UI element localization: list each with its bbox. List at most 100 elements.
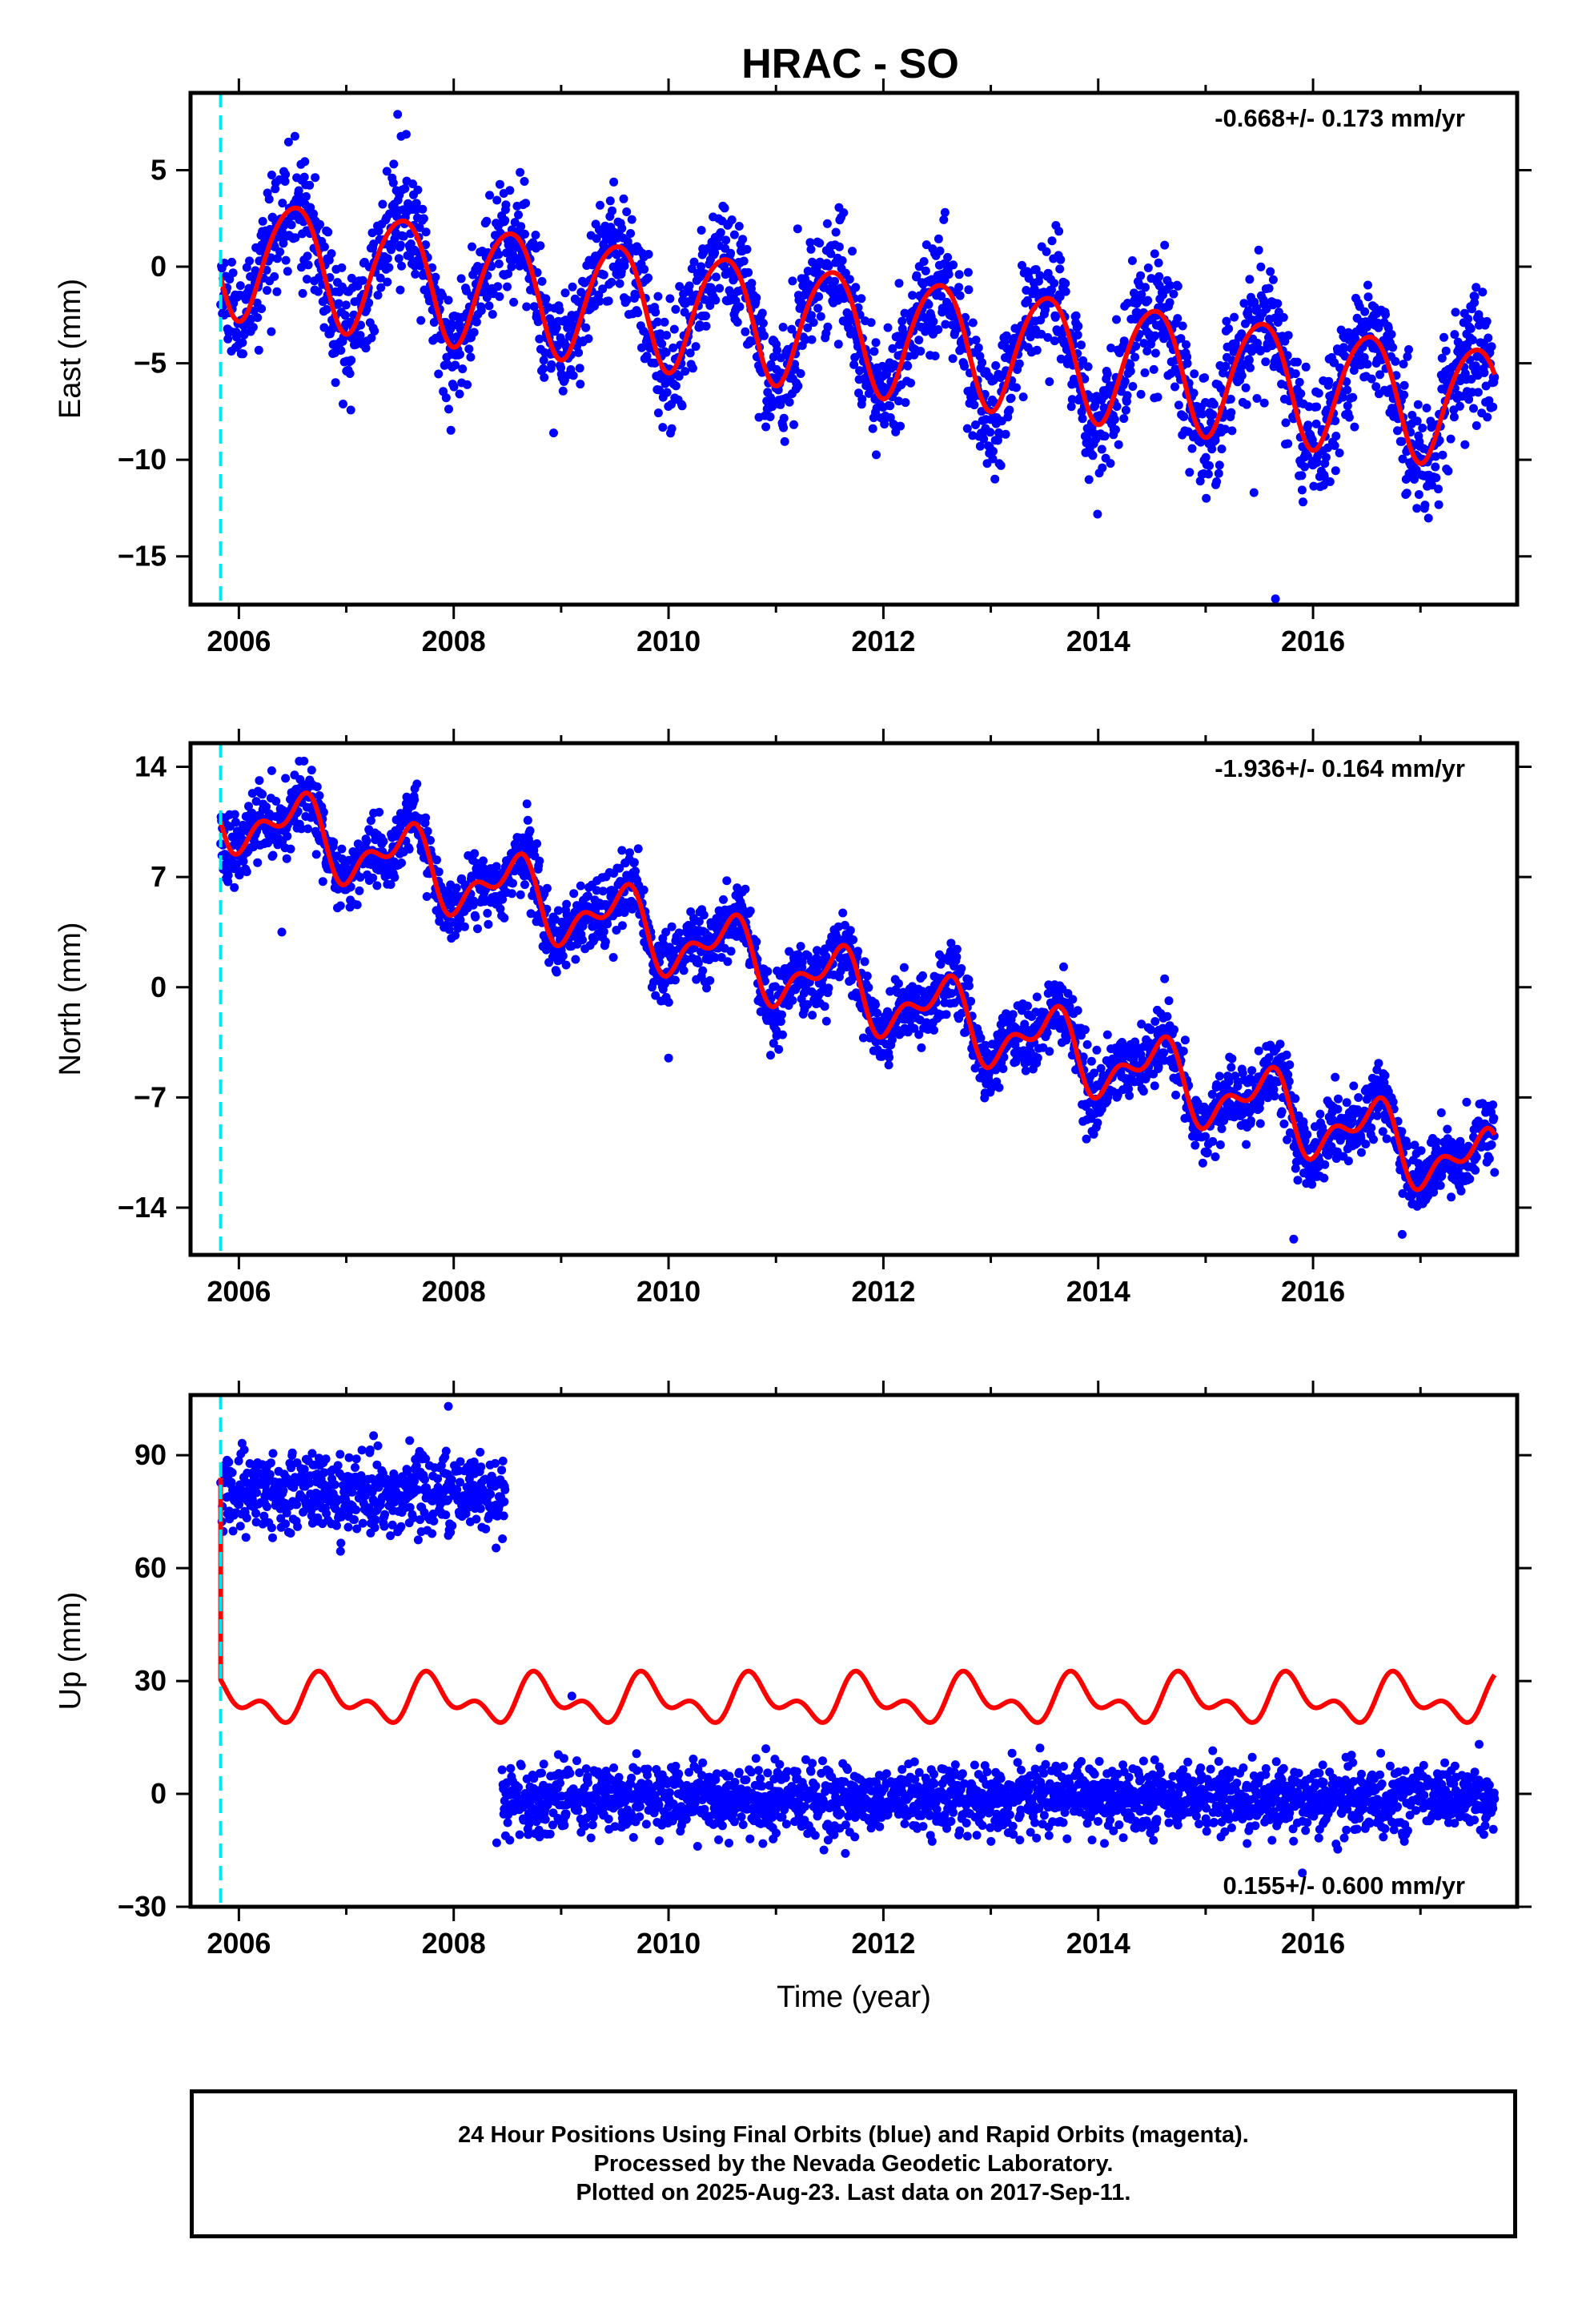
east-point	[520, 229, 529, 239]
east-point	[1418, 424, 1427, 432]
north-point	[1089, 1129, 1098, 1139]
north-point	[871, 1000, 880, 1010]
north-point	[230, 810, 239, 819]
east-point	[934, 234, 943, 243]
east-point	[412, 205, 421, 215]
east-point	[598, 284, 608, 294]
east-point	[851, 283, 861, 292]
north-point	[422, 892, 432, 901]
east-point	[297, 263, 306, 272]
east-point	[640, 264, 649, 274]
east-point	[1042, 247, 1051, 256]
east-point	[1398, 454, 1407, 464]
north-point	[699, 911, 709, 920]
north-point	[421, 813, 431, 822]
east-point	[228, 268, 238, 278]
north-point	[838, 908, 848, 918]
north-point	[608, 953, 618, 962]
east-point	[249, 306, 259, 316]
east-y-tick-label: 5	[151, 153, 167, 186]
east-point	[1006, 393, 1016, 403]
east-point	[245, 256, 254, 266]
east-point	[539, 364, 548, 373]
east-point	[1122, 391, 1132, 400]
east-point	[1399, 390, 1409, 400]
north-point	[484, 919, 493, 929]
east-point	[906, 378, 915, 388]
east-point	[1023, 296, 1032, 305]
east-point	[1472, 421, 1481, 430]
north-point	[297, 824, 306, 834]
east-point	[1182, 352, 1192, 362]
east-point	[1254, 245, 1263, 255]
east-point	[1414, 490, 1423, 499]
north-point	[633, 844, 643, 854]
north-point	[766, 1051, 775, 1060]
east-point	[789, 420, 798, 429]
east-point	[605, 196, 615, 206]
north-point	[337, 844, 347, 854]
east-point	[701, 312, 710, 320]
east-point	[826, 249, 836, 259]
east-point	[941, 320, 950, 329]
north-point	[1125, 1091, 1134, 1100]
east-point	[299, 172, 309, 182]
east-point	[1173, 281, 1182, 291]
east-point	[1110, 415, 1119, 424]
east-point	[424, 296, 434, 306]
north-point	[1023, 1001, 1032, 1011]
east-point	[1281, 418, 1291, 428]
east-point	[796, 369, 805, 378]
north-point	[1254, 1046, 1263, 1055]
east-point	[871, 338, 881, 348]
east-point	[323, 227, 333, 237]
east-point	[558, 386, 568, 396]
east-point	[738, 235, 748, 244]
east-point	[376, 283, 386, 292]
east-point	[1297, 485, 1307, 495]
east-point	[399, 231, 408, 241]
east-observations	[216, 110, 1500, 604]
east-point	[1035, 271, 1045, 280]
north-point	[776, 1017, 785, 1026]
north-point	[525, 826, 535, 835]
north-point	[994, 1083, 1004, 1092]
north-point	[532, 839, 542, 848]
east-point	[1090, 401, 1100, 411]
east-point	[901, 398, 910, 408]
east-point	[960, 361, 970, 371]
east-point	[807, 311, 816, 320]
east-point	[721, 235, 731, 245]
east-point	[599, 270, 608, 279]
east-point	[1484, 396, 1494, 405]
east-point	[1252, 304, 1261, 313]
east-point	[319, 323, 329, 332]
east-point	[1100, 432, 1110, 441]
east-point	[741, 327, 750, 336]
north-point	[1090, 1068, 1099, 1078]
east-point	[319, 242, 329, 251]
east-point	[1227, 426, 1237, 436]
east-point	[604, 296, 613, 306]
east-point	[801, 335, 810, 344]
east-point	[1014, 359, 1024, 368]
north-point	[386, 880, 396, 889]
east-point	[1349, 366, 1359, 375]
east-point	[1303, 451, 1312, 460]
east-point	[848, 247, 857, 256]
east-point	[824, 261, 833, 271]
east-point	[615, 279, 624, 288]
north-point	[1092, 1045, 1102, 1055]
east-point	[669, 324, 679, 334]
east-point	[1208, 410, 1218, 420]
east-point	[488, 310, 497, 319]
east-point	[1067, 395, 1077, 404]
east-point	[1143, 296, 1153, 305]
east-point	[1050, 336, 1059, 346]
east-point	[944, 270, 954, 279]
east-point	[1473, 388, 1483, 397]
north-point	[1201, 1132, 1211, 1141]
east-point	[568, 371, 578, 380]
north-point	[909, 1023, 919, 1033]
north-point	[603, 919, 612, 929]
